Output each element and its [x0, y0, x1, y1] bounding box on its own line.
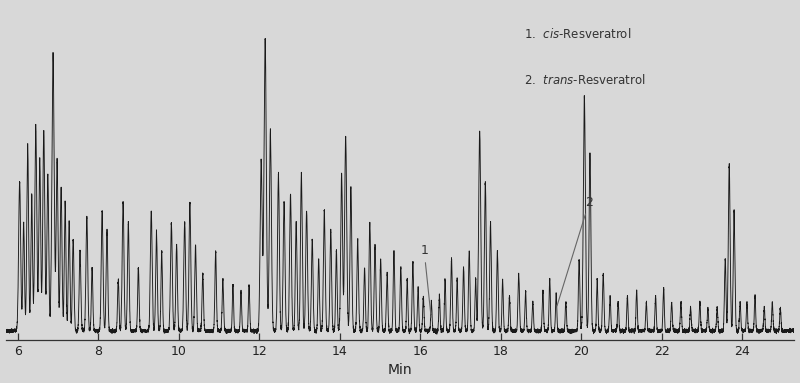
X-axis label: Min: Min: [388, 363, 412, 377]
Text: 1.  $\mathit{cis}$-Resveratrol: 1. $\mathit{cis}$-Resveratrol: [524, 27, 631, 41]
Text: 1: 1: [420, 244, 431, 317]
Text: 2: 2: [557, 196, 593, 306]
Text: 2.  $\mathit{trans}$-Resveratrol: 2. $\mathit{trans}$-Resveratrol: [524, 73, 646, 87]
